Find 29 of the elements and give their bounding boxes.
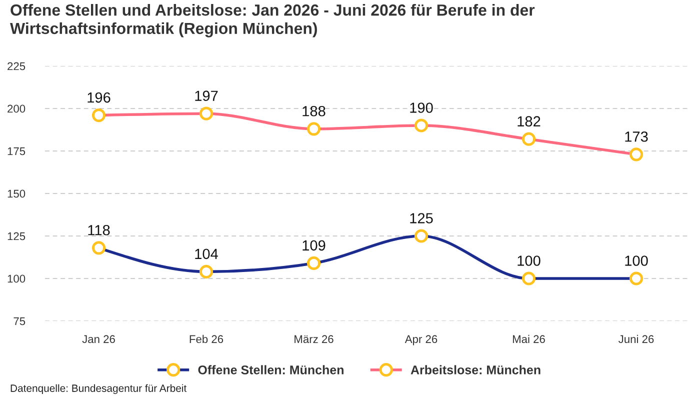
y-tick-label: 150 (8, 190, 26, 198)
data-label: 182 (518, 116, 540, 126)
y-tick-label: 75 (14, 317, 26, 326)
data-label: 125 (410, 213, 433, 224)
data-label: 109 (302, 240, 326, 251)
data-label: 104 (195, 248, 218, 260)
x-tick-label: Mai 26 (512, 334, 545, 344)
data-label: 188 (302, 106, 326, 116)
y-tick-label: 100 (8, 274, 26, 283)
data-label: 196 (88, 92, 110, 103)
y-tick-label: 225 (8, 62, 26, 70)
data-label: 100 (625, 256, 648, 266)
data-label: 190 (410, 102, 433, 113)
x-tick-label: März 26 (294, 335, 334, 344)
legend-label: Arbeitslose: München (410, 365, 540, 374)
chart-title: Offene Stellen und Arbeitslose: Jan 2026 - Juni 2026 für Berufe in der Wirtschaftsinformatik (Region München) (10, 4, 535, 38)
x-tick-label: Juni 26 (618, 334, 654, 344)
text: Datenquelle: Bundesagentur für Arbeit (10, 384, 187, 394)
y-tick-label: 175 (8, 147, 26, 156)
data-label: 197 (195, 90, 218, 101)
x-tick-label: Jan 26 (82, 335, 115, 344)
y-tick-label: 200 (8, 104, 26, 113)
legend-label: Offene Stellen: München (198, 365, 344, 374)
data-label: 173 (625, 131, 648, 142)
data-label: 118 (88, 224, 110, 236)
data-label: 100 (518, 256, 540, 266)
y-tick-label: 125 (8, 232, 26, 240)
x-tick-label: Feb 26 (190, 334, 224, 344)
x-tick-label: Apr 26 (404, 335, 438, 346)
